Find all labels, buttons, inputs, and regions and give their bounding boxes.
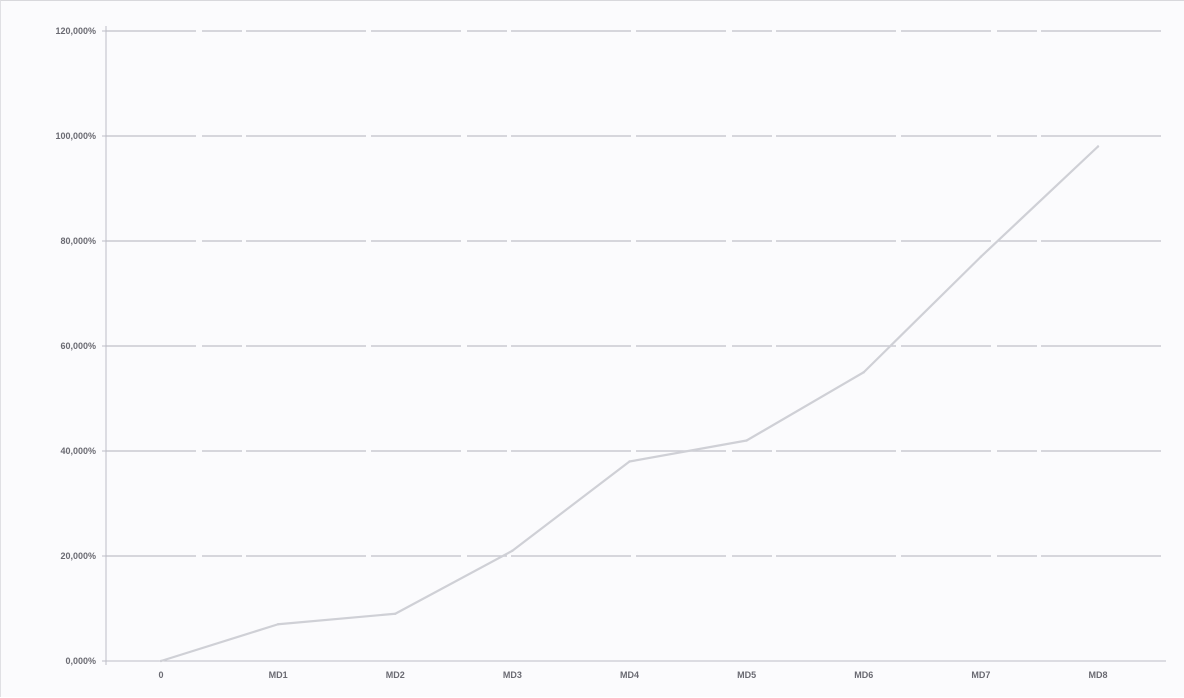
data-point [159,659,163,663]
series-line [159,145,1100,663]
data-point [511,549,514,552]
data-point [1096,145,1100,148]
y-axis: 0,000% 20,000% 40,000% 60,000% 80,000% 100,00… [55,26,107,666]
y-tick-label: 60,000% [60,341,96,351]
x-tick-label: MD6 [854,670,873,680]
data-point [745,439,748,442]
x-tick-label: MD8 [1088,670,1107,680]
y-tick-label: 100,000% [55,131,96,141]
grid-layer [106,30,1166,557]
x-tick-label: MD3 [503,670,522,680]
y-tick-label: 0,000% [65,656,96,666]
y-tick-label: 40,000% [60,446,96,456]
x-tick-label: 0 [158,670,163,680]
x-tick-label: MD7 [971,670,990,680]
y-tick-label: 80,000% [60,236,96,246]
data-point [394,612,397,615]
x-axis: 0 MD1 MD2 MD3 MD4 MD5 MD6 MD7 MD8 [102,660,1166,680]
x-tick-label: MD2 [386,670,405,680]
y-tick-label: 120,000% [55,26,96,36]
y-tick-label: 20,000% [60,551,96,561]
data-point [979,255,983,258]
data-point [276,623,280,626]
x-tick-label: MD1 [269,670,288,680]
x-tick-label: MD4 [620,670,639,680]
x-tick-label: MD5 [737,670,756,680]
series-layer [159,145,1100,663]
data-point [628,460,631,463]
data-point [862,371,865,374]
